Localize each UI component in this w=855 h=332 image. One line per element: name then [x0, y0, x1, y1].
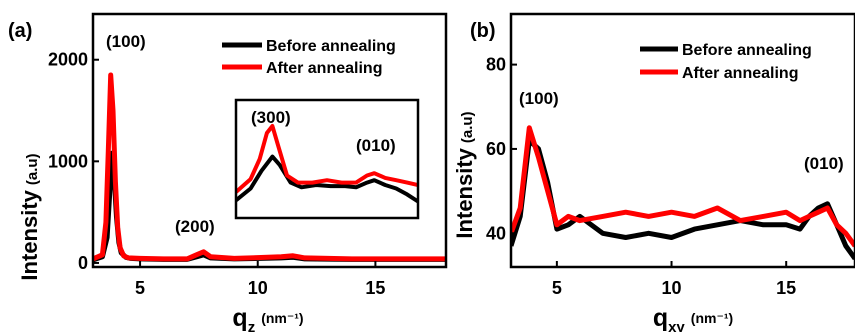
- panel-a-legend-before: Before annealing: [266, 38, 396, 55]
- panel-a: (a) Intensity(a.u) qz(nm⁻¹) 5 10 15 0 1000 20…: [8, 12, 448, 332]
- panel-a-ytick-label: 0: [78, 253, 88, 273]
- panel-b-ytick-label: 60: [486, 139, 506, 159]
- inset-annotation-300: (300): [251, 108, 291, 127]
- panel-a-axes-frame: [91, 12, 448, 269]
- panel-b-annotation-010: (010): [804, 154, 844, 173]
- panel-b-ytick-label: 40: [486, 223, 506, 243]
- panel-a-plot-area: 5 10 15 0 1000 2000: [48, 12, 448, 298]
- panel-a-annotation-100: (100): [106, 32, 146, 51]
- panel-b-annotation-100: (100): [519, 89, 559, 108]
- panel-b-xtick-label: 5: [552, 278, 562, 298]
- panel-b-legend: Before annealing After annealing: [640, 42, 812, 82]
- panel-a-xtick-label: 5: [135, 278, 145, 298]
- panel-a-legend: Before annealing After annealing: [222, 38, 396, 77]
- panel-b-legend-after: After annealing: [682, 65, 798, 82]
- panel-b-xtick-label: 10: [662, 278, 682, 298]
- panel-a-label: (a): [8, 20, 32, 42]
- inset-background: [236, 100, 418, 218]
- panel-b-xtick-label: 15: [776, 278, 796, 298]
- inset-plot: (300) (010): [234, 98, 420, 220]
- panel-b-ytick-label: 80: [486, 55, 506, 75]
- panel-a-ylabel: Intensity(a.u): [17, 153, 42, 280]
- panel-b-axes-frame: [509, 12, 855, 269]
- inset-frame: [234, 98, 420, 220]
- panel-a-series-after: [93, 72, 446, 262]
- panel-b-ylabel: Intensity(a.u): [452, 111, 477, 238]
- panel-b-plot-area: 5 10 15 40 60 80: [486, 12, 855, 298]
- panel-b: (b) Intensity(a.u) qxy(nm⁻¹) 5 10 15 40 60 80…: [452, 12, 855, 332]
- panel-a-xtick-label: 10: [248, 278, 268, 298]
- panel-a-ytick-label: 2000: [48, 50, 88, 70]
- panel-a-ytick-label: 1000: [48, 151, 88, 171]
- panel-b-label: (b): [470, 20, 496, 42]
- panel-b-xlabel: qxy(nm⁻¹): [653, 304, 733, 332]
- panel-a-annotation-200: (200): [175, 217, 215, 236]
- panel-b-legend-before: Before annealing: [682, 42, 812, 59]
- panel-b-series-after: [511, 125, 855, 248]
- panel-a-xlabel: qz(nm⁻¹): [232, 304, 303, 332]
- panel-a-legend-after: After annealing: [266, 60, 382, 77]
- inset-series-after: [236, 124, 418, 194]
- inset-series-before: [236, 154, 418, 204]
- panel-a-xtick-label: 15: [365, 278, 385, 298]
- inset-annotation-010: (010): [356, 136, 396, 155]
